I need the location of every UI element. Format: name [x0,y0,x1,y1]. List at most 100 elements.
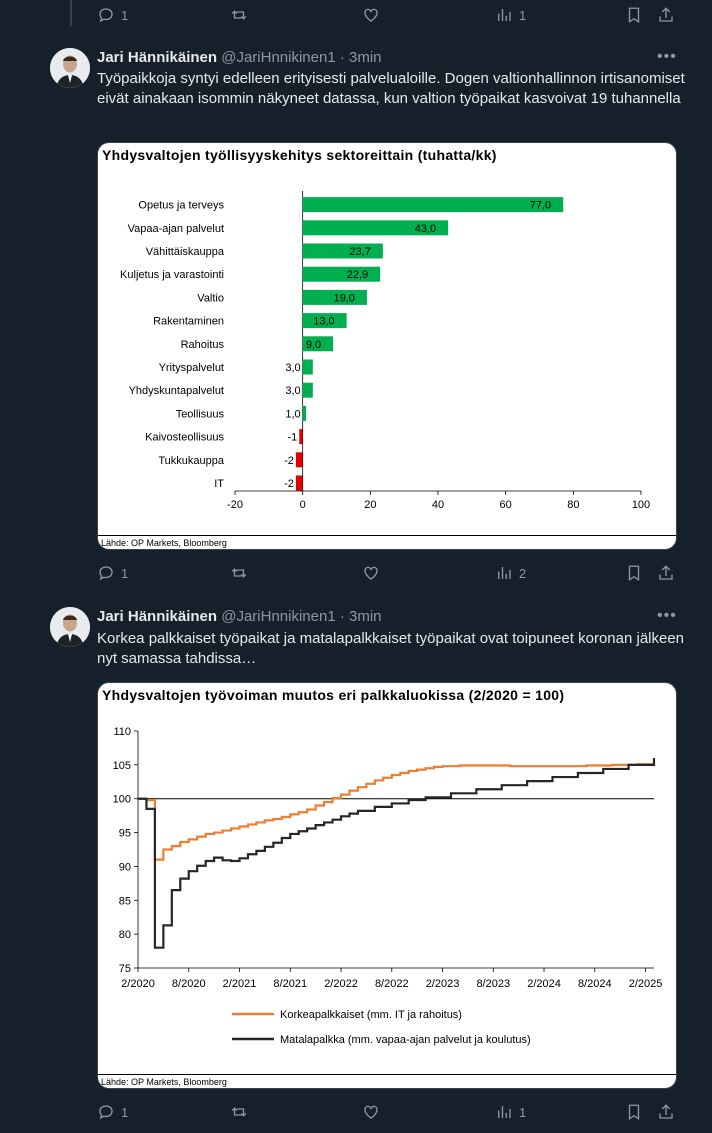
chart-card[interactable]: Yhdysvaltojen työvoiman muutos eri palkk… [97,682,677,1089]
tweet-actions: 1 1 [97,1097,677,1127]
avatar[interactable] [50,48,90,88]
views-count: 1 [519,7,527,23]
y-tick-label: 80 [119,929,131,941]
chart-title: Yhdysvaltojen työllisyyskehitys sektorei… [102,147,497,163]
tweet-actions: 1 2 [97,558,677,588]
y-tick-label: 75 [119,963,131,975]
category-label: IT [214,478,224,490]
y-tick-label: 85 [119,895,131,907]
category-label: Kaivosteollisuus [145,432,224,444]
views-button[interactable]: 1 [495,6,526,24]
x-tick-label: 8/2023 [476,978,510,990]
like-button[interactable] [362,6,380,24]
bar [302,197,564,213]
chart-source: Lähde: OP Markets, Bloomberg [98,1074,676,1088]
more-options-icon[interactable]: ••• [657,607,677,624]
reply-button[interactable]: 1 [97,564,128,582]
bar [302,220,449,236]
author-name[interactable]: Jari Hännikäinen [97,49,218,66]
chart-card[interactable]: Yhdysvaltojen työllisyyskehitys sektorei… [97,142,677,550]
views-count: 1 [519,1104,527,1120]
value-label: 77,0 [530,200,551,212]
series-line [138,763,656,861]
more-options-icon[interactable]: ••• [657,48,677,65]
x-tick-label: 0 [300,499,306,511]
tweet-header: Jari Hännikäinen @JariHnnikinen1 · 3min [97,49,382,66]
bar [302,243,383,259]
category-label: Rahoitus [181,339,225,351]
x-tick-label: -20 [227,499,243,511]
bookmark-icon [628,7,640,24]
retweet-icon [231,10,247,20]
x-tick-label: 8/2020 [172,978,206,990]
category-label: Yrityspalvelut [159,362,224,374]
share-button[interactable] [657,564,675,582]
category-label: Teollisuus [176,408,225,420]
value-label: 22,9 [347,269,368,281]
tweet-time[interactable]: · 3min [339,608,382,625]
bookmark-icon [628,565,640,582]
bar [299,429,303,445]
chart-source: Lähde: OP Markets, Bloomberg [98,535,676,549]
value-label: 3,0 [285,385,300,397]
views-button[interactable]: 1 [495,1103,526,1121]
category-label: Valtio [197,292,224,304]
bar [295,452,303,468]
like-button[interactable] [362,1103,380,1121]
reply-count: 1 [121,7,129,23]
bookmark-button[interactable] [625,1103,643,1121]
category-label: Tukkukauppa [158,455,225,467]
bar [302,336,334,352]
bar [302,359,313,375]
x-tick-label: 2/2024 [527,978,561,990]
value-label: -2 [284,478,294,490]
x-tick-label: 40 [432,499,444,511]
tweet-time[interactable]: · 3min [339,49,382,66]
x-tick-label: 2/2022 [324,978,358,990]
category-label: Vapaa-ajan palvelut [128,223,224,235]
share-icon [659,565,673,580]
share-icon [659,7,673,22]
thread-line [70,0,72,26]
bookmark-icon [628,1104,640,1121]
x-tick-label: 2/2020 [121,978,155,990]
views-button[interactable]: 2 [495,564,526,582]
author-name[interactable]: Jari Hännikäinen [97,608,218,625]
bookmark-button[interactable] [625,6,643,24]
like-button[interactable] [362,564,380,582]
bar [302,266,381,282]
retweet-button[interactable] [230,564,248,582]
x-tick-label: 20 [364,499,376,511]
reply-button[interactable]: 1 [97,6,128,24]
value-label: 23,7 [349,246,370,258]
reply-icon [99,566,113,581]
line-chart: 75 80 85 90 95 100 105 110 2/2020 8/2020 2/2021 8/2… [113,726,663,1046]
author-handle[interactable]: @JariHnnikinen1 [221,608,336,625]
views-count: 2 [519,565,527,581]
value-label: -1 [288,432,298,444]
tweet-header: Jari Hännikäinen @JariHnnikinen1 · 3min [97,608,382,625]
bar [302,289,367,305]
author-handle[interactable]: @JariHnnikinen1 [221,49,336,66]
bar-chart: Opetus ja terveys 77,0 Vapaa-ajan palvelut… [120,191,650,511]
y-tick-label: 95 [119,828,131,840]
x-tick-label: 2/2025 [629,978,663,990]
bookmark-button[interactable] [625,564,643,582]
avatar[interactable] [50,607,90,647]
bar [302,382,313,398]
reply-icon [99,8,113,23]
x-tick-label: 8/2024 [578,978,612,990]
bar [302,313,347,329]
retweet-button[interactable] [230,1103,248,1121]
value-label: 13,0 [313,316,334,328]
reply-button[interactable]: 1 [97,1103,128,1121]
value-label: -2 [284,455,294,467]
share-button[interactable] [657,1103,675,1121]
retweet-button[interactable] [230,6,248,24]
tweet-actions-top: 1 1 [97,0,677,30]
y-tick-label: 90 [119,861,131,873]
share-button[interactable] [657,6,675,24]
category-label: Opetus ja terveys [138,200,224,212]
reply-icon [99,1105,113,1120]
retweet-icon [231,1107,247,1117]
